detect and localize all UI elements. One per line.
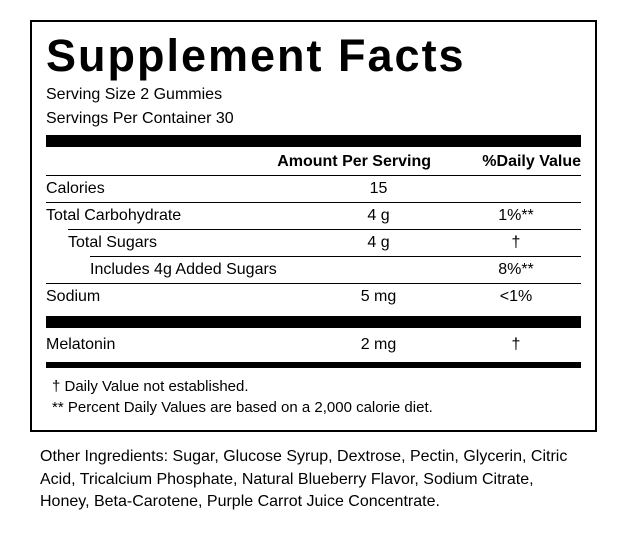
- row-sodium: Sodium 5 mg <1%: [46, 283, 581, 310]
- dv-calories: [451, 180, 581, 198]
- dv-melatonin: †: [451, 336, 581, 354]
- dv-carb: 1%**: [451, 207, 581, 225]
- amount-carb: 4 g: [306, 207, 451, 225]
- footnotes: † Daily Value not established. ** Percen…: [46, 372, 581, 420]
- label-melatonin: Melatonin: [46, 336, 306, 354]
- row-calories: Calories 15: [46, 175, 581, 202]
- table-header: Amount Per Serving %Daily Value: [46, 151, 581, 175]
- label-sodium: Sodium: [46, 288, 306, 306]
- label-added-sugars: Includes 4g Added Sugars: [90, 261, 306, 279]
- divider-med-bottom: [46, 362, 581, 368]
- label-carb: Total Carbohydrate: [46, 207, 306, 225]
- header-amount: Amount Per Serving: [206, 153, 451, 171]
- dv-added-sugars: 8%**: [451, 261, 581, 279]
- divider-thick-mid: [46, 316, 581, 328]
- footnote-dagger: † Daily Value not established.: [52, 376, 581, 397]
- amount-melatonin: 2 mg: [306, 336, 451, 354]
- row-sugars: Total Sugars 4 g †: [68, 229, 581, 256]
- dv-sugars: †: [451, 234, 581, 252]
- header-dv: %Daily Value: [451, 153, 581, 171]
- label-sugars: Total Sugars: [68, 234, 306, 252]
- amount-sugars: 4 g: [306, 234, 451, 252]
- divider-thick-top: [46, 135, 581, 147]
- header-blank: [46, 153, 206, 171]
- footnote-percent: ** Percent Daily Values are based on a 2…: [52, 397, 581, 418]
- servings-per-container: Servings Per Container 30: [46, 108, 581, 130]
- amount-calories: 15: [306, 180, 451, 198]
- row-added-sugars: Includes 4g Added Sugars 8%**: [90, 256, 581, 283]
- other-ingredients: Other Ingredients: Sugar, Glucose Syrup,…: [30, 432, 597, 513]
- row-carb: Total Carbohydrate 4 g 1%**: [46, 202, 581, 229]
- panel-title: Supplement Facts: [46, 30, 581, 82]
- row-melatonin: Melatonin 2 mg †: [46, 332, 581, 358]
- supplement-facts-panel: Supplement Facts Serving Size 2 Gummies …: [30, 20, 597, 432]
- label-calories: Calories: [46, 180, 306, 198]
- dv-sodium: <1%: [451, 288, 581, 306]
- amount-sodium: 5 mg: [306, 288, 451, 306]
- serving-size: Serving Size 2 Gummies: [46, 84, 581, 106]
- amount-added-sugars: [306, 261, 451, 279]
